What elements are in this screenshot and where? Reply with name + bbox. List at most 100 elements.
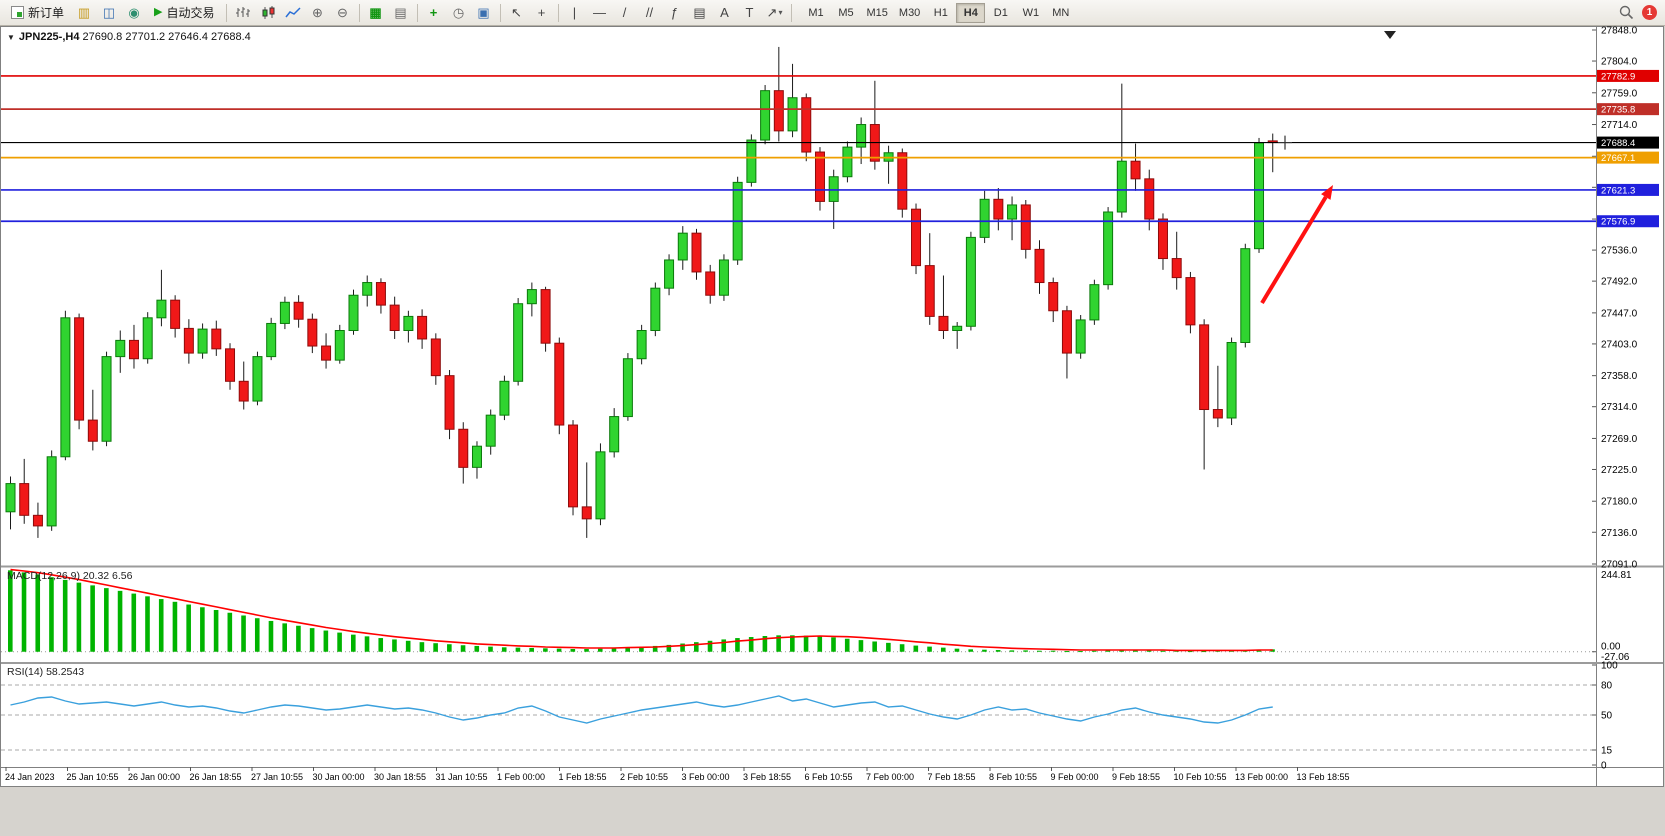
svg-text:1 Feb 18:55: 1 Feb 18:55 <box>559 772 607 782</box>
svg-text:27621.3: 27621.3 <box>1601 185 1635 196</box>
periods-clock-icon[interactable]: ◷ <box>452 4 465 20</box>
autotrading-button[interactable]: ▶ 自动交易 <box>147 2 221 24</box>
svg-text:244.81: 244.81 <box>1601 570 1632 581</box>
svg-text:27804.0: 27804.0 <box>1601 57 1638 68</box>
svg-text:0.00: 0.00 <box>1601 642 1621 653</box>
navigator-icon[interactable]: ◉ <box>128 4 140 20</box>
toolbar-separator <box>225 3 227 22</box>
svg-text:7 Feb 00:00: 7 Feb 00:00 <box>866 772 914 782</box>
search-icon[interactable] <box>1619 5 1634 20</box>
main-toolbar: 新订单 ▥ ◫ ◉ ▶ 自动交易 ⊕ ⊖ ▦ ▤ + ◷ ▣ ↖ + | — /… <box>0 0 1665 26</box>
svg-text:27688.4: 27688.4 <box>1601 138 1635 149</box>
templates-icon[interactable]: ▣ <box>477 4 490 20</box>
timeframe-m5-button[interactable]: M5 <box>832 3 861 23</box>
svg-text:3 Feb 18:55: 3 Feb 18:55 <box>743 772 791 782</box>
market-watch-icon[interactable]: ◫ <box>102 4 116 20</box>
svg-text:24 Jan 2023: 24 Jan 2023 <box>5 772 55 782</box>
new-order-icon <box>11 6 24 19</box>
svg-text:10 Feb 10:55: 10 Feb 10:55 <box>1174 772 1227 782</box>
autotrading-play-icon: ▶ <box>154 6 163 18</box>
timeframe-mn-button[interactable]: MN <box>1046 3 1075 23</box>
bar-chart-mode-button[interactable] <box>231 2 255 24</box>
trendline-tool-icon[interactable]: / <box>622 5 627 20</box>
svg-text:27136.0: 27136.0 <box>1601 528 1638 539</box>
price-tag-27576.9 <box>1597 215 1659 228</box>
svg-text:3 Feb 00:00: 3 Feb 00:00 <box>682 772 730 782</box>
timeframe-m1-button[interactable]: M1 <box>802 3 831 23</box>
svg-text:27735.8: 27735.8 <box>1601 105 1635 116</box>
svg-text:25 Jan 10:55: 25 Jan 10:55 <box>67 772 119 782</box>
charts-profile-icon[interactable]: ▥ <box>77 4 91 20</box>
svg-text:27269.0: 27269.0 <box>1601 434 1638 445</box>
svg-text:27 Jan 10:55: 27 Jan 10:55 <box>251 772 303 782</box>
chevron-down-icon: ▾ <box>778 8 783 17</box>
cursor-tool-icon[interactable]: ↖ <box>511 4 522 20</box>
crosshair-tool-icon[interactable]: + <box>537 5 546 20</box>
timeframe-toolbar: M1 M5 M15 M30 H1 H4 D1 W1 MN <box>802 2 1076 23</box>
svg-text:27314.0: 27314.0 <box>1601 402 1638 413</box>
vertical-line-tool-icon[interactable]: | <box>572 5 577 20</box>
line-chart-icon <box>284 6 301 17</box>
toolbar-separator <box>358 3 360 22</box>
trend-arrow[interactable] <box>1260 185 1333 305</box>
ohlc-readout: 27690.8 27701.2 27646.4 27688.4 <box>82 31 251 43</box>
label-tool-icon[interactable]: T <box>745 5 754 20</box>
candlestick-mode-button[interactable] <box>256 2 280 24</box>
svg-text:27714.0: 27714.0 <box>1601 120 1638 131</box>
price-tag-27688.4 <box>1597 136 1659 149</box>
svg-text:27536.0: 27536.0 <box>1601 246 1638 257</box>
svg-text:13 Feb 18:55: 13 Feb 18:55 <box>1297 772 1350 782</box>
chart-end-marker <box>1384 31 1396 39</box>
autotrading-label: 自动交易 <box>166 6 215 20</box>
svg-text:15: 15 <box>1601 746 1613 757</box>
zoom-out-icon[interactable]: ⊖ <box>337 4 348 20</box>
zoom-in-icon[interactable]: ⊕ <box>312 4 323 20</box>
notification-badge[interactable]: 1 <box>1642 5 1657 20</box>
svg-text:27225.0: 27225.0 <box>1601 465 1638 476</box>
indicators-add-icon[interactable]: + <box>429 5 438 20</box>
symbol-dropdown-icon[interactable]: ▼ <box>7 33 15 42</box>
svg-text:100: 100 <box>1601 661 1618 672</box>
macd-panel: 244.81 0.00-27.06 <box>1 568 1632 663</box>
last-price-marker <box>1278 135 1292 150</box>
rsi-indicator-label: RSI(14) 58.2543 <box>7 666 85 678</box>
new-chart-icon[interactable]: ▤ <box>394 4 407 20</box>
timeframe-w1-button[interactable]: W1 <box>1016 3 1045 23</box>
timeframe-m15-button[interactable]: M15 <box>862 3 893 23</box>
arrow-tool-glyph: ↗ <box>766 4 778 20</box>
svg-text:27759.0: 27759.0 <box>1601 88 1638 99</box>
macd-indicator-label: MACD(12,26,9) 20.32 6.56 <box>7 570 133 582</box>
text-tool-icon[interactable]: A <box>720 5 729 20</box>
timeframe-m30-button[interactable]: M30 <box>894 3 925 23</box>
svg-text:27180.0: 27180.0 <box>1601 497 1638 508</box>
toolbar-separator <box>790 3 792 22</box>
svg-text:50: 50 <box>1601 711 1613 722</box>
bar-chart-icon <box>235 6 250 17</box>
svg-text:9 Feb 18:55: 9 Feb 18:55 <box>1112 772 1160 782</box>
cycles-tool-icon[interactable]: ▤ <box>693 4 706 20</box>
rsi-panel: 100 80 50 15 0 <box>1 661 1618 772</box>
price-tag-27667.1 <box>1597 151 1659 164</box>
new-order-button[interactable]: 新订单 <box>4 2 71 24</box>
timeframe-h1-button[interactable]: H1 <box>926 3 955 23</box>
arrows-tool-icon[interactable]: ↗ ▾ <box>763 2 787 24</box>
horizontal-line-tool-icon[interactable]: — <box>593 5 606 20</box>
tile-windows-icon[interactable]: ▦ <box>369 4 382 20</box>
fibonacci-tool-icon[interactable]: ƒ <box>670 5 679 20</box>
svg-text:0: 0 <box>1601 761 1607 772</box>
svg-text:13 Feb 00:00: 13 Feb 00:00 <box>1235 772 1288 782</box>
timeframe-d1-button[interactable]: D1 <box>986 3 1015 23</box>
toolbar-right-group: 1 <box>1619 5 1661 20</box>
svg-text:30 Jan 00:00: 30 Jan 00:00 <box>313 772 365 782</box>
svg-text:27576.9: 27576.9 <box>1601 217 1635 228</box>
line-chart-mode-button[interactable] <box>281 2 305 24</box>
time-axis[interactable]: 24 Jan 2023 25 Jan 10:55 26 Jan 00:00 26 Ja… <box>5 767 1350 782</box>
svg-text:8 Feb 10:55: 8 Feb 10:55 <box>989 772 1037 782</box>
new-order-label: 新订单 <box>28 6 65 20</box>
timeframe-h4-button[interactable]: H4 <box>956 2 986 23</box>
channel-tool-icon[interactable]: // <box>645 5 654 20</box>
svg-text:27403.0: 27403.0 <box>1601 339 1638 350</box>
toolbar-separator <box>416 3 418 22</box>
svg-text:27782.9: 27782.9 <box>1601 71 1635 82</box>
